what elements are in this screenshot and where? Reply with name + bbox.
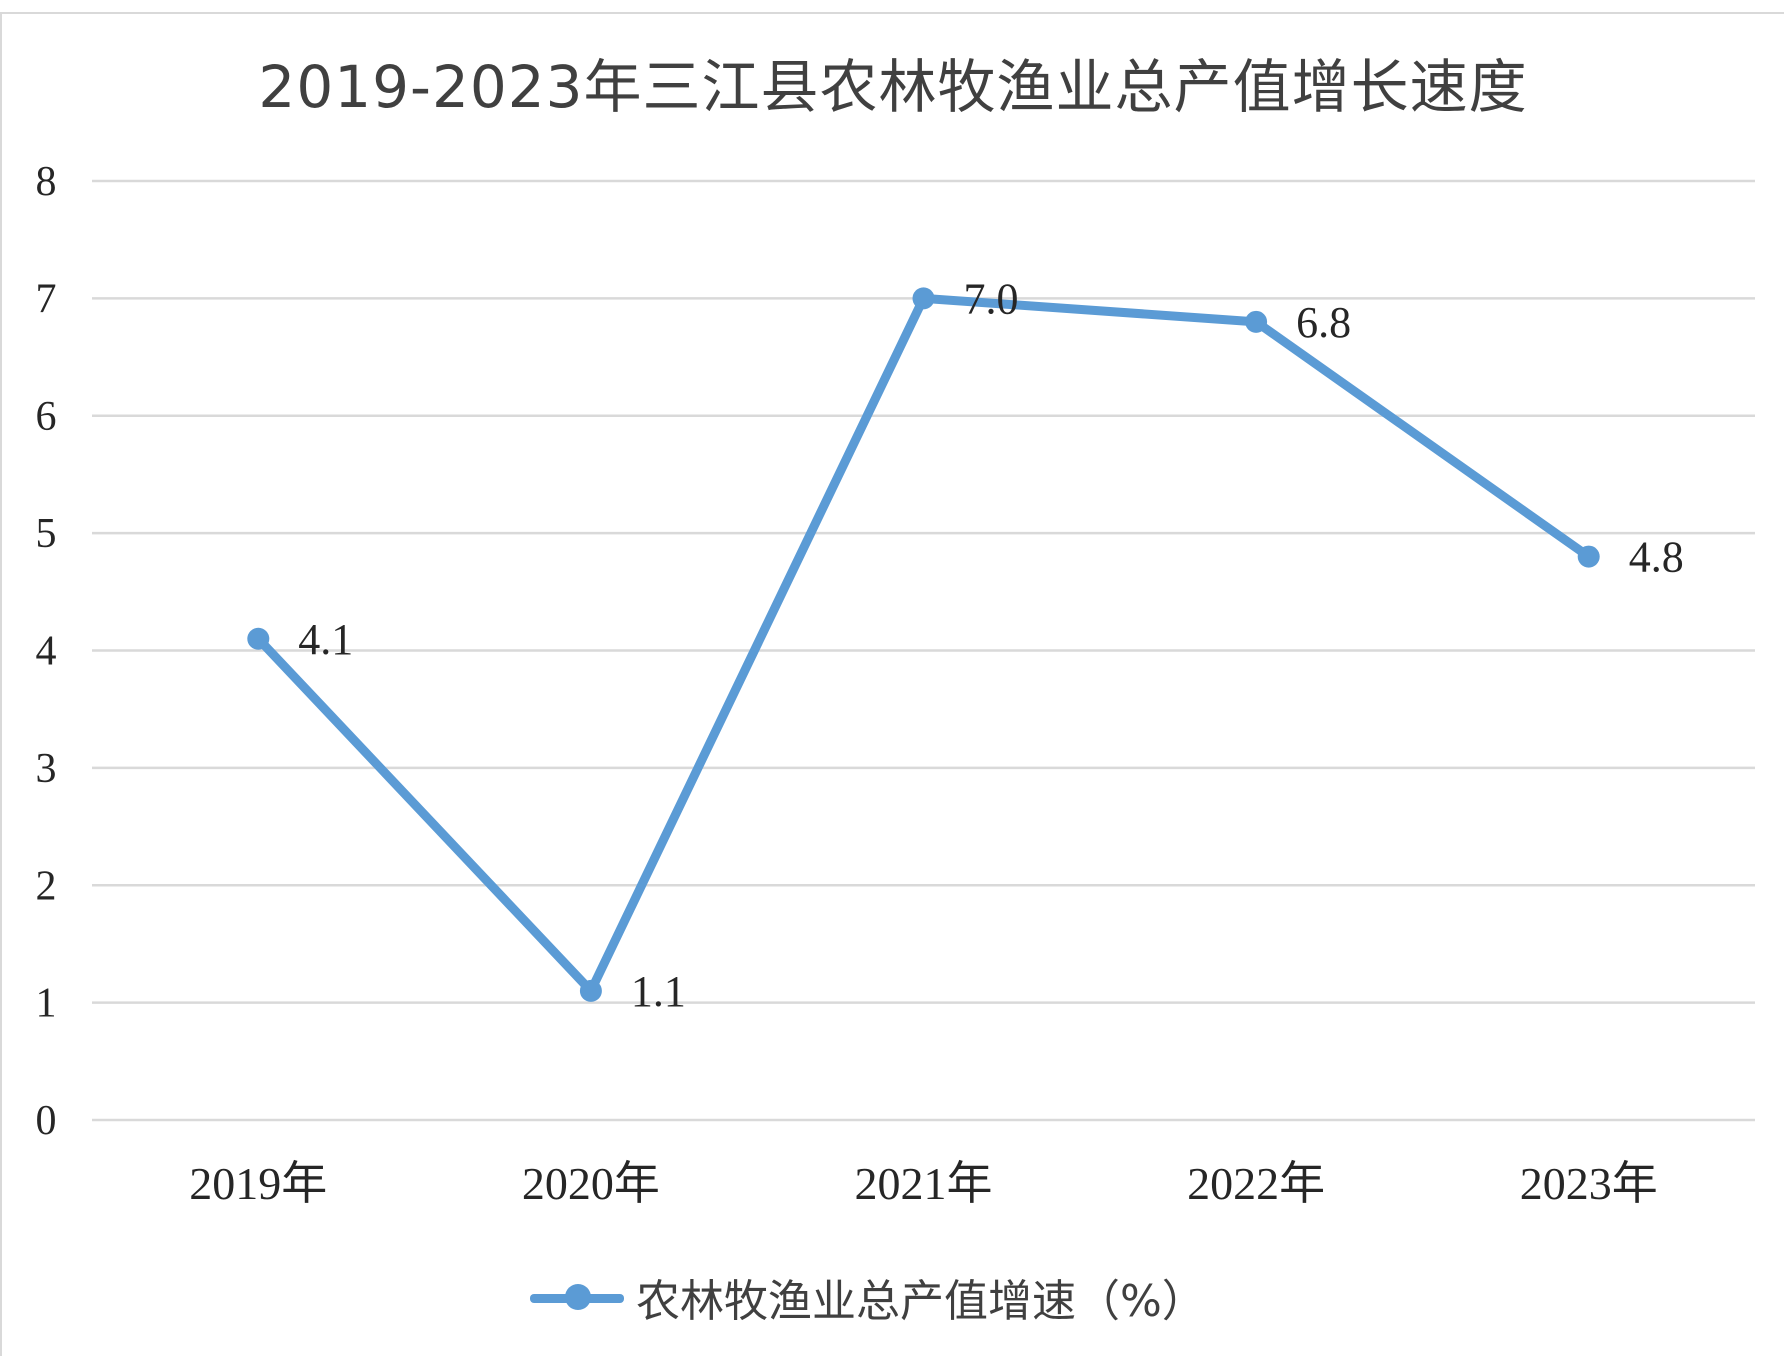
y-axis-ticks: 0 1 2 3 4 5 6 7 8: [36, 159, 57, 1144]
legend: 农林牧渔业总产值增速（%）: [530, 1262, 1206, 1332]
y-tick-label: 7: [36, 276, 57, 322]
y-tick-label: 2: [36, 863, 57, 909]
data-label: 7.0: [964, 274, 1019, 323]
gridlines: [92, 179, 1755, 1122]
data-point: [912, 287, 935, 310]
data-point: [247, 627, 270, 650]
data-points: [247, 287, 1600, 1002]
data-point: [1245, 310, 1268, 333]
data-point: [1577, 545, 1600, 568]
data-label: 4.8: [1629, 533, 1684, 582]
data-point: [579, 979, 602, 1002]
x-category-label: 2022年: [1187, 1158, 1325, 1209]
y-tick-label: 5: [36, 511, 57, 557]
y-tick-label: 3: [36, 746, 57, 792]
x-category-label: 2020年: [522, 1158, 660, 1209]
legend-swatch: [530, 1282, 624, 1312]
series-lines: [253, 293, 1594, 996]
y-tick-label: 1: [36, 981, 57, 1027]
data-label: 1.1: [631, 967, 686, 1016]
x-axis-categories: 2019年 2020年 2021年 2022年 2023年: [189, 1158, 1657, 1209]
x-category-label: 2023年: [1520, 1158, 1658, 1209]
data-label: 4.1: [298, 615, 353, 664]
y-tick-label: 0: [36, 1098, 57, 1144]
y-tick-label: 6: [36, 394, 57, 440]
y-tick-label: 4: [36, 629, 57, 675]
x-category-label: 2021年: [855, 1158, 993, 1209]
data-label: 6.8: [1296, 298, 1351, 347]
data-labels: 4.1 1.1 7.0 6.8 4.8: [298, 274, 1683, 1016]
y-tick-label: 8: [36, 159, 57, 205]
series-line: [253, 293, 1594, 996]
x-category-label: 2019年: [189, 1158, 327, 1209]
chart-title: 2019-2023年三江县农林牧渔业总产值增长速度: [258, 53, 1528, 121]
legend-label: 农林牧渔业总产值增速（%）: [636, 1276, 1206, 1327]
